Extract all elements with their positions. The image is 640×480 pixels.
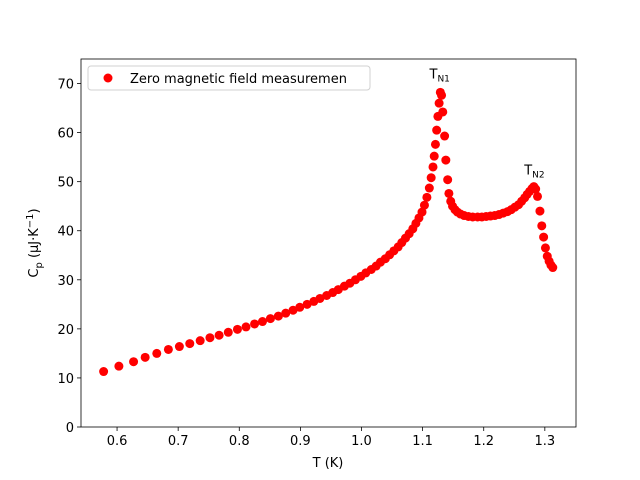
annotation-text: T <box>523 163 532 178</box>
data-point <box>548 263 558 273</box>
data-point <box>281 308 291 318</box>
data-point <box>419 200 429 210</box>
data-point <box>444 188 454 198</box>
y-tick-label: 0 <box>66 421 74 436</box>
data-point <box>302 299 312 309</box>
y-tick-label: 20 <box>57 323 74 338</box>
y-label-part: −1 <box>25 213 36 228</box>
data-point <box>424 183 434 193</box>
data-point <box>195 336 205 346</box>
data-point <box>295 302 305 312</box>
data-point <box>241 322 251 332</box>
data-point <box>140 352 150 362</box>
data-point <box>437 90 447 100</box>
data-point <box>315 293 325 303</box>
data-point <box>428 162 438 172</box>
y-tick-label: 40 <box>57 225 74 240</box>
y-tick-label: 60 <box>57 127 74 142</box>
data-point <box>537 221 547 231</box>
annotation-text: T <box>429 68 438 83</box>
x-tick-label: 0.8 <box>229 434 250 449</box>
data-point <box>443 175 453 185</box>
data-point <box>214 330 224 340</box>
data-point <box>438 107 448 117</box>
data-point <box>417 207 427 217</box>
x-tick-label: 1.3 <box>534 434 555 449</box>
x-tick-label: 0.6 <box>107 434 128 449</box>
x-tick-label: 1.1 <box>412 434 433 449</box>
y-label-part: p <box>34 262 45 268</box>
y-label-part: C <box>27 269 42 278</box>
data-point <box>426 173 436 183</box>
data-point <box>430 139 440 149</box>
data-point <box>99 367 109 377</box>
data-point <box>288 305 298 315</box>
x-tick-label: 1.2 <box>473 434 494 449</box>
data-point <box>539 232 549 242</box>
y-tick-label: 70 <box>57 78 74 93</box>
data-point <box>422 192 432 202</box>
data-point <box>535 206 545 216</box>
annotation-sub: N2 <box>532 170 544 180</box>
y-label-part: (μJ·K <box>27 228 42 262</box>
annotation: TN2 <box>523 163 544 180</box>
legend-marker <box>103 73 113 83</box>
data-point <box>540 243 550 253</box>
data-point <box>432 125 442 135</box>
data-point <box>174 342 184 352</box>
y-tick-label: 30 <box>57 274 74 289</box>
x-tick-label: 1.0 <box>351 434 372 449</box>
data-point <box>205 333 215 343</box>
legend-label: Zero magnetic field measuremen <box>130 72 347 87</box>
data-point <box>152 348 162 358</box>
data-point <box>232 324 242 334</box>
y-axis-label: Cp (μJ·K−1) <box>25 208 45 277</box>
y-tick-label: 50 <box>57 176 74 191</box>
y-tick-label: 10 <box>57 372 74 387</box>
data-point <box>531 184 541 194</box>
data-point <box>265 314 275 324</box>
annotation: TN1 <box>429 68 450 85</box>
data-point <box>250 319 260 329</box>
x-tick-label: 0.7 <box>168 434 189 449</box>
annotation-sub: N1 <box>437 75 449 85</box>
data-point <box>434 98 444 108</box>
data-point <box>273 311 283 321</box>
data-point <box>258 317 267 327</box>
x-tick-label: 0.9 <box>290 434 311 449</box>
data-point <box>114 361 124 371</box>
data-point <box>441 155 451 165</box>
x-axis-label: T (K) <box>312 456 344 471</box>
data-point <box>440 131 450 141</box>
y-label-part: ) <box>27 208 42 213</box>
data-point <box>533 191 542 201</box>
data-point <box>429 151 439 161</box>
legend-box <box>87 65 371 91</box>
plot-frame <box>80 58 577 428</box>
data-point <box>223 327 233 337</box>
data-point <box>185 339 195 349</box>
data-point <box>163 344 173 354</box>
data-point <box>129 357 139 367</box>
